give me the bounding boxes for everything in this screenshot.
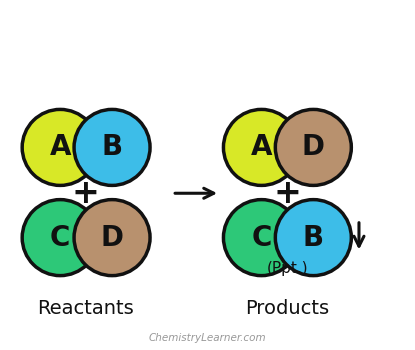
Circle shape — [22, 110, 98, 186]
Circle shape — [74, 110, 150, 186]
Text: +: + — [273, 177, 301, 210]
Circle shape — [223, 199, 300, 275]
Text: C: C — [50, 224, 71, 252]
Text: A: A — [251, 133, 272, 161]
Circle shape — [22, 199, 98, 275]
Text: D: D — [302, 133, 325, 161]
Text: Precipitation Reaction: Precipitation Reaction — [24, 13, 391, 41]
Circle shape — [275, 110, 352, 186]
Text: Reactants: Reactants — [37, 299, 134, 318]
Text: Products: Products — [245, 299, 329, 318]
Circle shape — [275, 199, 352, 275]
Text: D: D — [100, 224, 124, 252]
Text: ChemistryLearner.com: ChemistryLearner.com — [149, 332, 266, 343]
Circle shape — [74, 199, 150, 275]
Text: B: B — [303, 224, 324, 252]
Text: A: A — [49, 133, 71, 161]
Text: B: B — [102, 133, 122, 161]
Circle shape — [223, 110, 300, 186]
Text: (Ppt.): (Ppt.) — [266, 261, 308, 276]
Text: C: C — [251, 224, 272, 252]
Text: +: + — [72, 177, 100, 210]
